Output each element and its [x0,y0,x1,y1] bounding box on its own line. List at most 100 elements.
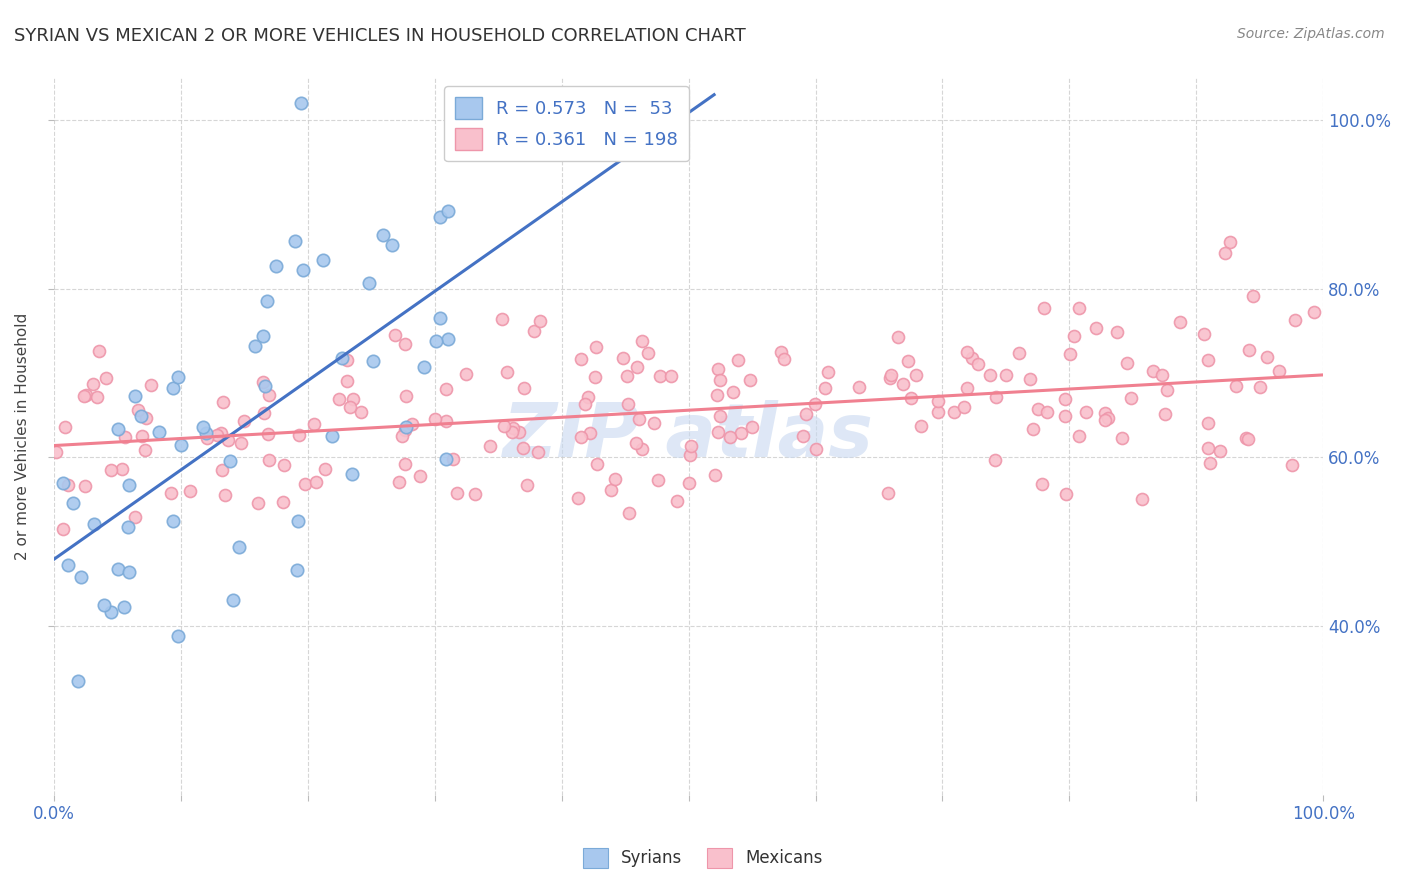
Point [1018,372,1040,386]
Point [624,435,647,450]
Text: ZIP atlas: ZIP atlas [503,400,875,473]
Point [291,263,314,277]
Point [287,563,309,577]
Point [707,362,730,376]
Point [772,352,794,367]
Point [139,378,162,392]
Point [112,599,135,614]
Point [740,372,762,386]
Point [1256,350,1278,364]
Point [879,368,901,383]
Point [256,426,278,441]
Point [1281,458,1303,472]
Point [114,429,136,443]
Point [464,487,486,501]
Point [891,377,914,392]
Point [93,598,115,612]
Point [1219,235,1241,250]
Point [314,462,336,476]
Point [86,390,108,404]
Point [523,324,546,338]
Point [205,428,228,442]
Point [617,507,640,521]
Point [127,403,149,417]
Point [1054,487,1077,501]
Point [437,204,460,219]
Point [1284,312,1306,326]
Point [1197,441,1219,455]
Point [1209,444,1232,458]
Point [983,452,1005,467]
Point [647,473,669,487]
Point [877,486,900,500]
Point [727,352,749,367]
Point [1053,409,1076,424]
Point [100,605,122,619]
Point [576,390,599,404]
Point [1225,379,1247,393]
Point [381,238,404,252]
Point [339,401,361,415]
Point [516,478,538,492]
Point [1107,325,1129,339]
Point [73,389,96,403]
Point [769,345,792,359]
Point [437,333,460,347]
Point [425,411,447,425]
Point [631,334,654,349]
Point [75,388,97,402]
Point [330,351,353,365]
Point [814,381,837,395]
Point [502,421,524,435]
Point [1302,305,1324,319]
Point [394,337,416,351]
Point [328,392,350,406]
Point [804,397,827,411]
Point [357,276,380,290]
Point [979,368,1001,383]
Point [879,371,901,385]
Point [252,329,274,343]
Point [302,417,325,431]
Point [897,354,920,368]
Point [910,419,932,434]
Point [118,478,141,492]
Point [927,393,949,408]
Point [678,476,700,491]
Point [273,458,295,472]
Point [218,454,240,468]
Point [721,385,744,400]
Point [905,368,928,382]
Point [429,311,451,326]
Point [425,334,447,349]
Point [107,562,129,576]
Point [209,426,232,441]
Point [124,389,146,403]
Point [284,234,307,248]
Point [1063,328,1085,343]
Point [659,369,682,384]
Point [1194,326,1216,341]
Point [429,210,451,224]
Point [617,397,640,411]
Point [626,359,648,374]
Point [211,463,233,477]
Point [391,429,413,443]
Point [1168,315,1191,329]
Point [1213,246,1236,260]
Point [69,570,91,584]
Point [494,419,516,434]
Point [134,443,156,458]
Point [709,373,731,387]
Point [679,439,702,453]
Point [371,228,394,243]
Point [395,420,418,434]
Point [1197,353,1219,368]
Point [599,483,621,498]
Point [630,442,652,456]
Point [287,428,309,442]
Point [1237,433,1260,447]
Point [228,540,250,554]
Point [1008,346,1031,360]
Point [229,435,252,450]
